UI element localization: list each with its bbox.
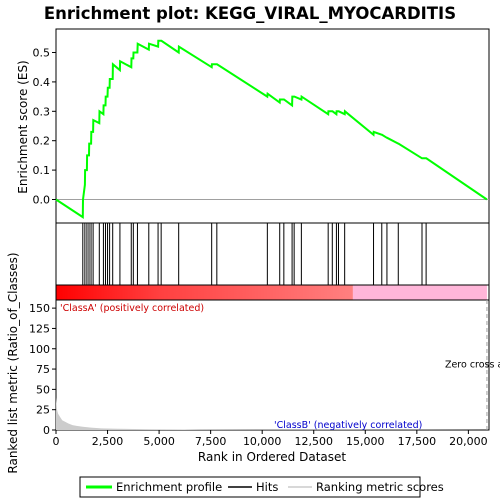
metric-y-tick-label: 125 [29,322,50,335]
es-plot-frame [55,28,490,224]
x-tick-label: 2,500 [92,435,124,448]
class-b-label: 'ClassB' (negatively correlated) [274,420,422,431]
metric-y-tick-label: 150 [29,302,50,315]
hits-plot-frame [55,222,490,286]
metric-plot-frame [55,299,490,431]
hits-panel [55,222,490,286]
es-y-tick-label: 0.5 [33,47,51,60]
rank-bar-positive [56,285,353,300]
x-axis-ticks: 0 2,500 5,000 7,500 10,000 12,500 15,000 17,500… [53,430,488,448]
enrichment-profile-line [55,39,488,219]
rank-bar-panel [55,284,490,301]
metric-y-tick-label: 25 [36,404,50,417]
x-tick-label: 0 [53,435,60,448]
metric-y-axis-label: Ranked list metric (Ratio_of_Classes) [6,252,20,473]
legend: Enrichment profile Hits Ranking metric s… [79,476,444,498]
es-panel: 0.0 0.1 0.2 0.3 0.4 0.5 Enrichment score (ES) [16,28,490,224]
metric-y-tick-label: 50 [36,383,50,396]
es-y-tick-label: 0.2 [33,135,51,148]
x-tick-label: 20,000 [449,435,488,448]
legend-label-enrichment-profile: Enrichment profile [116,480,222,494]
zero-cross-label: Zero cross at 2 [445,359,500,370]
x-tick-label: 7,500 [195,435,227,448]
x-tick-label: 17,500 [398,435,437,448]
legend-label-ranking-metric: Ranking metric scores [316,480,444,494]
hit-lines [82,223,427,285]
legend-label-hits: Hits [256,480,278,494]
metric-y-tick-label: 100 [29,343,50,356]
es-y-tick-label: 0.3 [33,105,51,118]
metric-y-tick-label: 75 [36,363,50,376]
class-a-label: 'ClassA' (positively correlated) [60,303,204,314]
chart-title: Enrichment plot: KEGG_VIRAL_MYOCARDITIS [44,4,456,23]
x-axis-label: Rank in Ordered Dataset [198,450,346,464]
es-y-ticks: 0.0 0.1 0.2 0.3 0.4 0.5 [33,47,56,206]
rank-bar-negative [352,285,487,300]
es-y-tick-label: 0.0 [33,193,51,206]
es-y-tick-label: 0.4 [33,76,51,89]
metric-y-ticks: 0 25 50 75 100 125 150 [29,302,56,437]
x-tick-label: 10,000 [243,435,282,448]
metric-panel: Zero cross at 2 'ClassA' (positively cor… [6,252,500,473]
es-y-tick-label: 0.1 [33,164,51,177]
x-tick-label: 5,000 [143,435,175,448]
es-y-axis-label: Enrichment score (ES) [16,60,30,193]
metric-y-tick-label: 0 [43,424,50,437]
x-tick-label: 12,500 [294,435,333,448]
x-tick-label: 15,000 [346,435,385,448]
